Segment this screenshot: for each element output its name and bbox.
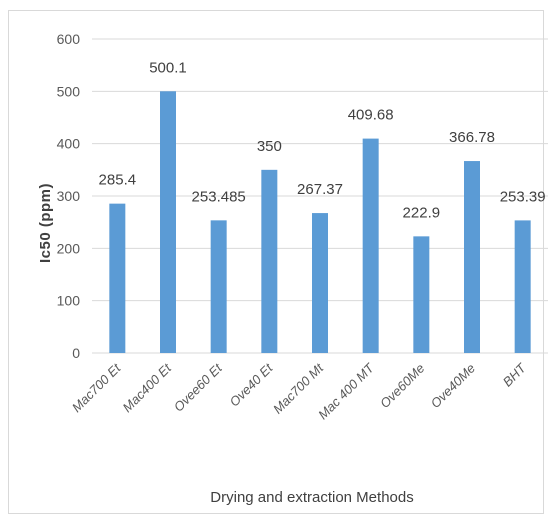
y-tick-label: 300	[57, 188, 81, 204]
y-axis-title: Ic50 (ppm)	[37, 183, 54, 263]
data-label: 500.1	[149, 59, 187, 76]
bar	[514, 220, 531, 353]
data-label: 253.39	[500, 188, 546, 205]
bar	[210, 220, 227, 353]
data-label: 366.78	[449, 129, 495, 146]
data-label: 350	[257, 138, 282, 155]
data-label: 285.4	[99, 172, 137, 189]
y-tick-label: 500	[57, 83, 81, 99]
bar	[109, 203, 126, 353]
bar	[261, 169, 278, 353]
bar	[362, 138, 379, 353]
x-axis-title: Drying and extraction Methods	[210, 489, 413, 506]
data-label: 409.68	[348, 107, 394, 124]
y-tick-label: 0	[72, 345, 80, 361]
y-tick-label: 400	[57, 136, 81, 152]
x-category-label: Ove40 Et	[227, 360, 277, 410]
bar	[160, 91, 176, 353]
data-label: 222.9	[403, 204, 441, 221]
y-axis-ticks: 0 100 200 300 400 500 600	[57, 31, 81, 361]
x-category-label: Ove60Me	[377, 361, 427, 411]
y-tick-label: 600	[57, 31, 81, 47]
bars	[109, 91, 531, 353]
data-label: 267.37	[297, 181, 343, 198]
bar	[312, 213, 328, 353]
y-tick-label: 200	[57, 240, 81, 256]
y-tick-label: 100	[57, 293, 81, 309]
bar	[413, 236, 430, 353]
x-category-label: BHT	[500, 360, 530, 390]
x-category-label: Mac 400 MT	[315, 360, 377, 422]
x-category-label: Ove40Me	[428, 361, 478, 411]
x-category-label: Mac400 Et	[120, 360, 176, 416]
x-category-label: Ovee60 Et	[171, 360, 226, 415]
bar	[464, 161, 480, 353]
data-label: 253.485	[192, 188, 246, 205]
data-labels: 285.4 500.1 253.485 350 267.37 409.68 222.9 366…	[99, 59, 546, 221]
x-category-label: Mac700 Et	[69, 360, 125, 416]
